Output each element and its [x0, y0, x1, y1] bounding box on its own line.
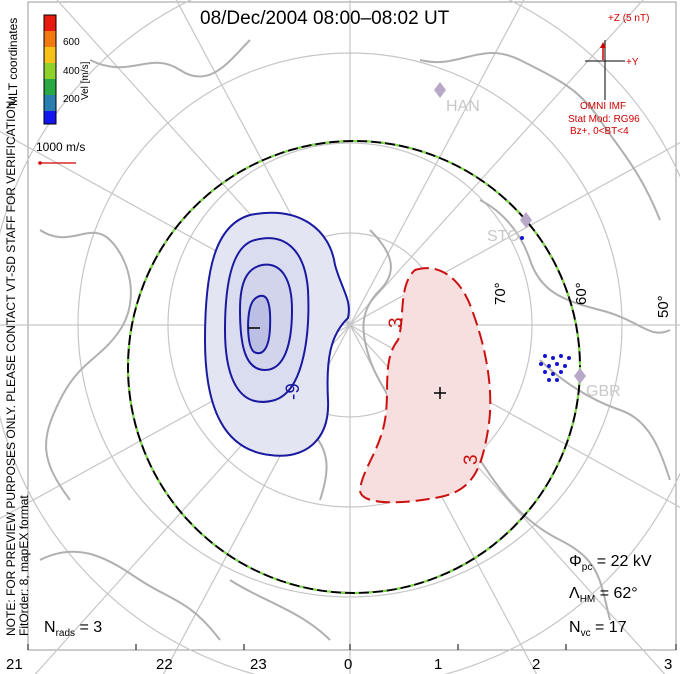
- radar-label-han: HAN: [446, 98, 480, 115]
- radar-count: Nrads = 3: [44, 619, 103, 640]
- radar-label-sto: STO: [487, 228, 520, 245]
- mlt-tick-1: 1: [434, 656, 443, 673]
- coordinate-label: MLT coordinates: [6, 17, 20, 106]
- imf-model: Stat Mod: RG96: [568, 114, 640, 125]
- fit-order-note: FitOrder: 8, mapEX format: [17, 495, 31, 636]
- scale-tick-600: 600: [63, 37, 80, 48]
- radar-site-han: [434, 82, 446, 98]
- imf-source: OMNI IMF: [580, 101, 627, 112]
- velocity-vectors: [520, 236, 571, 382]
- radar-sites: [434, 82, 586, 384]
- hm-boundary-dash: [127, 140, 581, 594]
- scale-title: Vel [m/s]: [80, 61, 91, 100]
- mlt-tick-0: 0: [344, 656, 353, 673]
- mlt-axis-ticks: [27, 644, 677, 650]
- imf-y-label: +Y: [626, 57, 639, 68]
- velocity-color-bar: [43, 14, 57, 125]
- mlt-tick-21: 21: [6, 656, 23, 673]
- latitude-label-50: 50°: [655, 295, 672, 318]
- hm-boundary: [127, 140, 581, 594]
- preview-note: NOTE: FOR PREVIEW PURPOSES ONLY. PLEASE …: [4, 97, 18, 636]
- imf-z-label: +Z (5 nT): [608, 13, 650, 24]
- contour-label-dawn-bottom: 3: [461, 454, 482, 465]
- vector-count: Nvc = 17: [569, 619, 627, 640]
- imf-vector: [600, 42, 606, 60]
- mlt-tick-3: 3: [664, 656, 673, 673]
- map-title: 08/Dec/2004 08:00–08:02 UT: [200, 8, 450, 29]
- velocity-reference-arrow: [38, 161, 76, 165]
- dusk-cell-core: [247, 294, 272, 355]
- imf-clock: [585, 40, 625, 100]
- mlt-tick-23: 23: [250, 656, 267, 673]
- contour-label-dusk: -9: [283, 383, 304, 400]
- mlt-tick-2: 2: [532, 656, 541, 673]
- mlt-tick-22: 22: [156, 656, 173, 673]
- radar-site-sto: [520, 212, 532, 228]
- plot-frame: [27, 1, 677, 651]
- cross-polar-cap-potential: Φpc = 22 kV: [569, 553, 652, 574]
- latitude-label-60: 60°: [573, 282, 590, 305]
- scale-tick-200: 200: [63, 94, 80, 105]
- latitude-label-70: 70°: [492, 282, 509, 305]
- contour-label-dawn-top: 3: [386, 317, 407, 328]
- hm-boundary-latitude: ΛHM = 62°: [569, 585, 638, 606]
- radar-site-gbr: [574, 368, 586, 384]
- dawn-cell: [358, 267, 492, 504]
- imf-condition: Bz+, 0<BT<4: [570, 126, 629, 137]
- radar-label-gbr: GBR: [586, 383, 621, 400]
- velocity-reference-label: 1000 m/s: [36, 140, 86, 154]
- scale-tick-400: 400: [63, 66, 80, 77]
